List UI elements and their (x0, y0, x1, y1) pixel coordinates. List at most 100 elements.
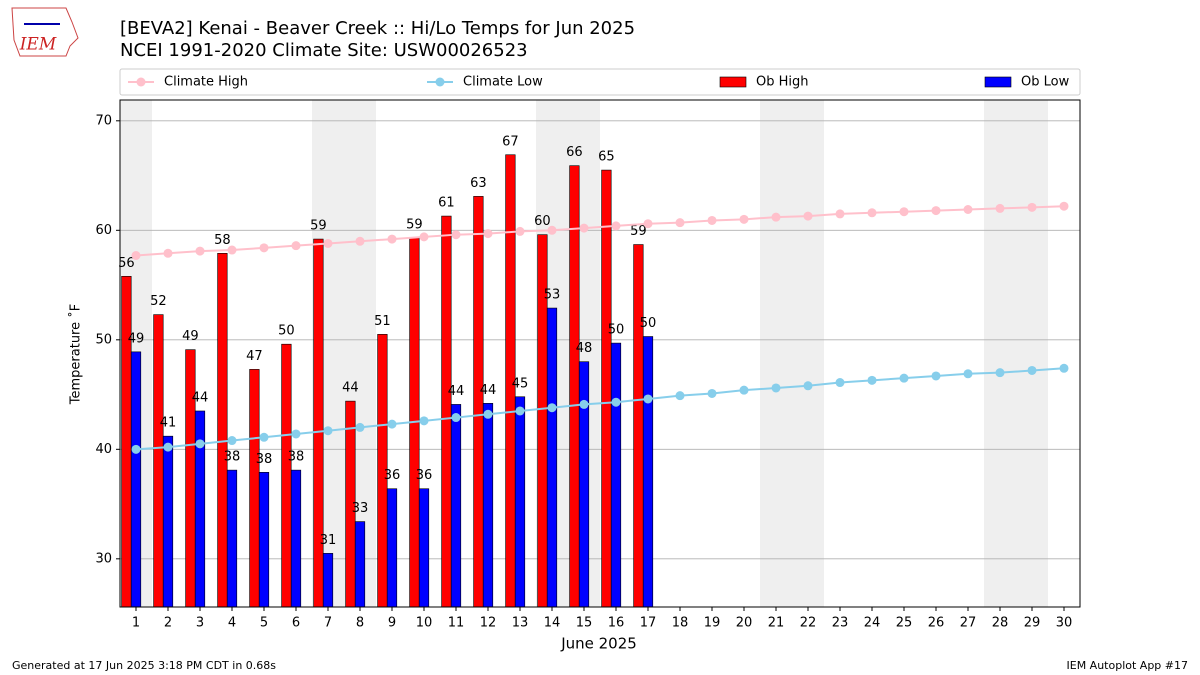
bar (130, 351, 142, 608)
line-marker (835, 378, 845, 388)
bar (514, 396, 526, 608)
line-marker (643, 394, 653, 404)
data-label: 59 (406, 217, 423, 232)
line (135, 205, 1065, 257)
legend-label: Climate Low (463, 75, 543, 90)
data-label: 38 (256, 452, 273, 467)
legend-label: Ob Low (1021, 75, 1070, 90)
x-tick-label: 12 (480, 616, 497, 631)
data-label: 59 (310, 219, 327, 234)
bar (601, 169, 612, 608)
line-marker (611, 397, 621, 407)
x-tick-label: 16 (608, 616, 625, 631)
bar (153, 314, 164, 608)
line-marker (675, 391, 685, 401)
line-marker (259, 432, 269, 442)
x-tick-label: 21 (768, 616, 785, 631)
data-label: 50 (640, 316, 657, 331)
line-marker (515, 406, 525, 416)
footer-right: IEM Autoplot App #17 (1067, 659, 1189, 672)
legend-label: Climate High (164, 75, 248, 90)
weekend-band (792, 100, 824, 607)
x-tick-label: 13 (512, 616, 529, 631)
line-marker (995, 368, 1005, 378)
bar (450, 404, 462, 608)
logo-text: IEM (19, 35, 57, 55)
line-marker (419, 416, 429, 426)
x-tick-label: 17 (640, 616, 657, 631)
weekend-band (984, 100, 1016, 607)
x-tick-label: 9 (388, 616, 396, 631)
legend-swatch (719, 76, 747, 88)
bar (322, 553, 334, 608)
line-marker (867, 375, 877, 385)
data-label: 56 (118, 256, 135, 271)
line-marker (707, 215, 717, 225)
x-tick-label: 22 (800, 616, 817, 631)
legend-swatch (984, 76, 1012, 88)
x-tick-label: 20 (736, 616, 753, 631)
x-tick-label: 28 (992, 616, 1009, 631)
data-label: 48 (576, 341, 593, 356)
plot-frame (119, 99, 1081, 608)
line-marker (291, 241, 301, 251)
line-marker (675, 218, 685, 228)
line-marker (643, 219, 653, 229)
x-tick-label: 8 (356, 616, 364, 631)
bar (217, 253, 228, 608)
line-marker (771, 212, 781, 222)
logo: IEM (11, 7, 79, 57)
line-marker (227, 245, 237, 255)
weekend-band (1016, 100, 1048, 607)
line-marker (835, 209, 845, 219)
data-label: 50 (278, 324, 295, 339)
data-label: 66 (566, 145, 583, 160)
weekend-band (760, 100, 792, 607)
x-tick-label: 3 (196, 616, 204, 631)
bar (185, 349, 196, 608)
data-label: 61 (438, 196, 455, 211)
x-tick-label: 23 (832, 616, 849, 631)
line-marker (131, 444, 141, 454)
line-marker (387, 419, 397, 429)
line-marker (931, 206, 941, 216)
bar (386, 488, 398, 608)
line-marker (483, 229, 493, 239)
line-marker (323, 238, 333, 248)
x-tick-label: 1 (132, 616, 140, 631)
line-marker (291, 429, 301, 439)
line-marker (899, 207, 909, 217)
line-marker (739, 214, 749, 224)
logo-outline (11, 7, 79, 57)
bar (473, 196, 484, 608)
x-tick-label: 14 (544, 616, 561, 631)
data-label: 44 (448, 384, 465, 399)
x-tick-label: 4 (228, 616, 236, 631)
chart-title: [BEVA2] Kenai - Beaver Creek :: Hi/Lo Te… (120, 18, 635, 39)
line-marker (1059, 363, 1069, 373)
line-marker (163, 442, 173, 452)
line-marker (259, 243, 269, 253)
line-marker (451, 230, 461, 240)
line-marker (419, 232, 429, 242)
data-label: 45 (512, 376, 529, 391)
line-marker (707, 388, 717, 398)
data-label: 49 (182, 329, 199, 344)
data-label: 41 (160, 416, 177, 431)
x-tick-label: 11 (448, 616, 465, 631)
bar (546, 307, 558, 608)
x-tick-label: 5 (260, 616, 268, 631)
x-tick-label: 24 (864, 616, 881, 631)
line-marker (451, 413, 461, 423)
bar (482, 403, 494, 608)
bar (226, 469, 238, 608)
line-marker (195, 439, 205, 449)
bar (642, 336, 654, 608)
bar (569, 165, 580, 608)
line-marker (963, 369, 973, 379)
y-tick-label: 40 (95, 442, 112, 457)
x-tick-label: 25 (896, 616, 913, 631)
y-tick-label: 70 (95, 113, 112, 128)
line-marker (1027, 365, 1037, 375)
line-marker (1059, 201, 1069, 211)
